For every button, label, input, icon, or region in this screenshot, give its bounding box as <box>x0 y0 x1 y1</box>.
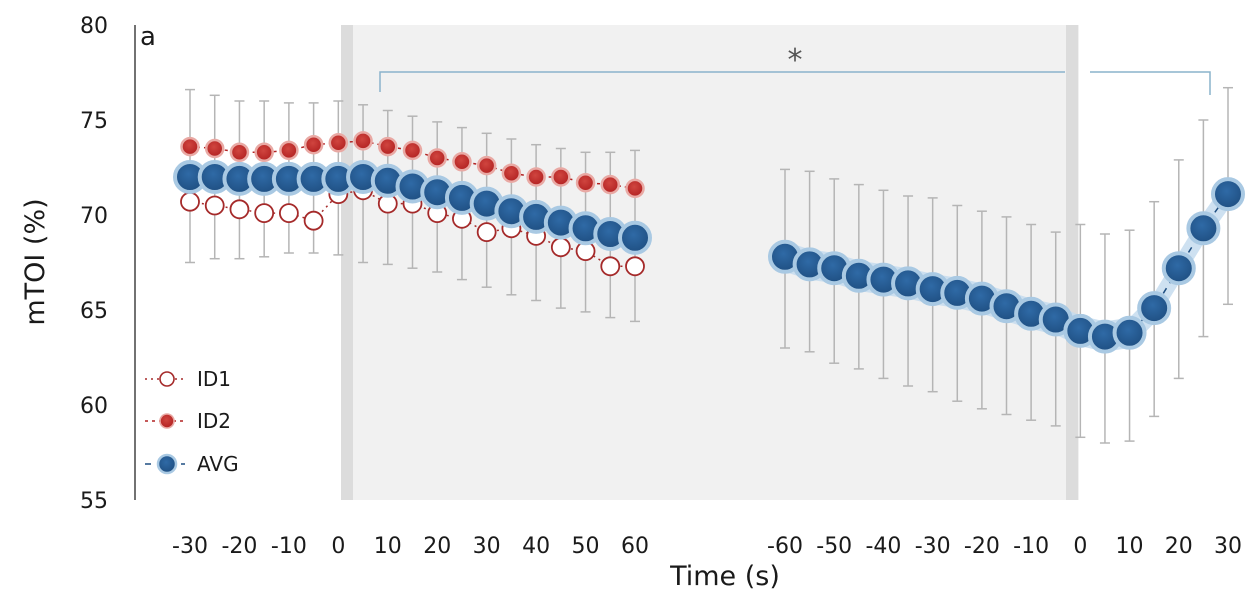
point-id2 <box>625 178 645 199</box>
point-id1 <box>600 256 621 277</box>
legend-marker-id2 <box>159 413 175 429</box>
point-id2 <box>378 136 398 157</box>
point-id1 <box>476 222 497 243</box>
point-avg <box>1186 211 1221 246</box>
point-id2 <box>501 163 522 183</box>
x-tick-label: -30 <box>915 534 951 559</box>
x-tick-label: 50 <box>572 534 600 559</box>
x-tick-label: -50 <box>816 534 852 559</box>
x-tick-label: 10 <box>374 534 402 559</box>
point-id2 <box>254 142 274 163</box>
point-id1 <box>204 195 225 216</box>
x-tick-label: -20 <box>964 534 1000 559</box>
x-tick-label: 40 <box>522 534 550 559</box>
x-tick-label: -10 <box>271 534 307 559</box>
data-points <box>173 131 1245 354</box>
legend-marker-id1 <box>159 371 175 387</box>
x-tick-label: -60 <box>767 534 803 559</box>
y-tick-label: 80 <box>80 14 108 39</box>
point-id2 <box>600 174 621 195</box>
x-tick-label: -30 <box>172 534 208 559</box>
point-avg <box>618 220 652 255</box>
point-id2 <box>452 152 472 172</box>
y-tick-labels: 55 60 65 70 75 80 <box>80 14 108 514</box>
y-tick-label: 60 <box>80 394 108 419</box>
point-id1 <box>303 210 324 231</box>
point-avg <box>1112 315 1147 350</box>
significance-bracket: * <box>379 43 1211 95</box>
y-axis-title: mTOI (%) <box>20 198 51 325</box>
y-tick-label: 75 <box>80 109 108 134</box>
x-tick-label: 30 <box>473 534 501 559</box>
y-tick-label: 70 <box>80 204 108 229</box>
point-id2 <box>353 131 373 151</box>
legend: ID1 ID2 AVG <box>145 367 239 476</box>
x-tick-label: 60 <box>621 534 649 559</box>
legend-label-id1: ID1 <box>197 367 231 391</box>
point-id2 <box>526 167 546 187</box>
point-id2 <box>575 172 596 193</box>
x-tick-label: 20 <box>423 534 451 559</box>
point-id2 <box>551 167 571 187</box>
task-shaded-region <box>343 25 1079 500</box>
point-id1 <box>278 203 299 224</box>
legend-label-avg: AVG <box>197 452 239 476</box>
point-id2 <box>303 134 324 155</box>
point-id2 <box>180 136 200 157</box>
point-id1 <box>625 256 645 277</box>
point-id2 <box>402 140 423 161</box>
point-id2 <box>204 138 225 159</box>
point-id2 <box>279 140 299 161</box>
task-start-divider <box>341 25 353 500</box>
point-id1 <box>180 191 200 212</box>
x-tick-label: -40 <box>865 534 901 559</box>
task-end-divider <box>1066 25 1078 500</box>
point-id2 <box>427 148 447 168</box>
x-tick-labels: -30 -20 -10 0 10 20 30 40 50 60 -60 -50 -40 -30 -20 -10… <box>172 534 1242 559</box>
y-tick-label: 55 <box>80 489 108 514</box>
y-tick-label: 65 <box>80 299 108 324</box>
x-tick-label: 30 <box>1214 534 1242 559</box>
point-id2 <box>229 142 250 163</box>
x-tick-label: -20 <box>221 534 257 559</box>
bracket-right <box>1090 71 1211 95</box>
x-tick-label: 10 <box>1116 534 1144 559</box>
point-id1 <box>550 237 571 258</box>
point-avg <box>1211 177 1245 212</box>
point-id2 <box>328 133 349 153</box>
legend-marker-avg <box>156 453 178 475</box>
x-axis-title: Time (s) <box>669 561 780 592</box>
point-id1 <box>229 199 250 220</box>
panel-label: a <box>140 22 156 52</box>
significance-marker: * <box>788 43 803 78</box>
x-tick-label: 20 <box>1165 534 1193 559</box>
legend-label-id2: ID2 <box>197 409 231 433</box>
bracket-left <box>379 71 1065 92</box>
point-avg <box>1137 291 1172 326</box>
point-avg <box>1161 251 1196 286</box>
x-tick-label: -10 <box>1013 534 1049 559</box>
x-tick-label: 0 <box>1073 534 1087 559</box>
point-id1 <box>254 203 275 224</box>
point-id2 <box>476 155 497 176</box>
x-tick-label: 0 <box>331 534 345 559</box>
